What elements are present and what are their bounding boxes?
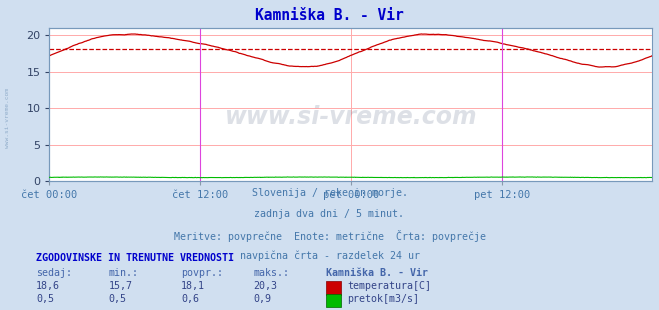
Text: navpična črta - razdelek 24 ur: navpična črta - razdelek 24 ur <box>239 251 420 261</box>
Text: 0,6: 0,6 <box>181 294 199 304</box>
Text: 0,5: 0,5 <box>36 294 54 304</box>
Text: ZGODOVINSKE IN TRENUTNE VREDNOSTI: ZGODOVINSKE IN TRENUTNE VREDNOSTI <box>36 253 234 263</box>
Text: temperatura[C]: temperatura[C] <box>347 281 431 291</box>
Text: Kamniška B. - Vir: Kamniška B. - Vir <box>255 8 404 23</box>
Text: Meritve: povprečne  Enote: metrične  Črta: povprečje: Meritve: povprečne Enote: metrične Črta:… <box>173 230 486 242</box>
Text: www.si-vreme.com: www.si-vreme.com <box>5 88 11 148</box>
Text: zadnja dva dni / 5 minut.: zadnja dva dni / 5 minut. <box>254 209 405 219</box>
Text: 15,7: 15,7 <box>109 281 132 291</box>
Text: 20,3: 20,3 <box>254 281 277 291</box>
Text: povpr.:: povpr.: <box>181 268 223 278</box>
Text: sedaj:: sedaj: <box>36 268 72 278</box>
Text: 0,5: 0,5 <box>109 294 127 304</box>
Text: Slovenija / reke in morje.: Slovenija / reke in morje. <box>252 188 407 197</box>
Text: 18,1: 18,1 <box>181 281 205 291</box>
Text: min.:: min.: <box>109 268 139 278</box>
Text: 0,9: 0,9 <box>254 294 272 304</box>
Text: www.si-vreme.com: www.si-vreme.com <box>225 105 477 129</box>
Text: 18,6: 18,6 <box>36 281 60 291</box>
Text: pretok[m3/s]: pretok[m3/s] <box>347 294 419 304</box>
Text: maks.:: maks.: <box>254 268 290 278</box>
Text: Kamniška B. - Vir: Kamniška B. - Vir <box>326 268 428 278</box>
